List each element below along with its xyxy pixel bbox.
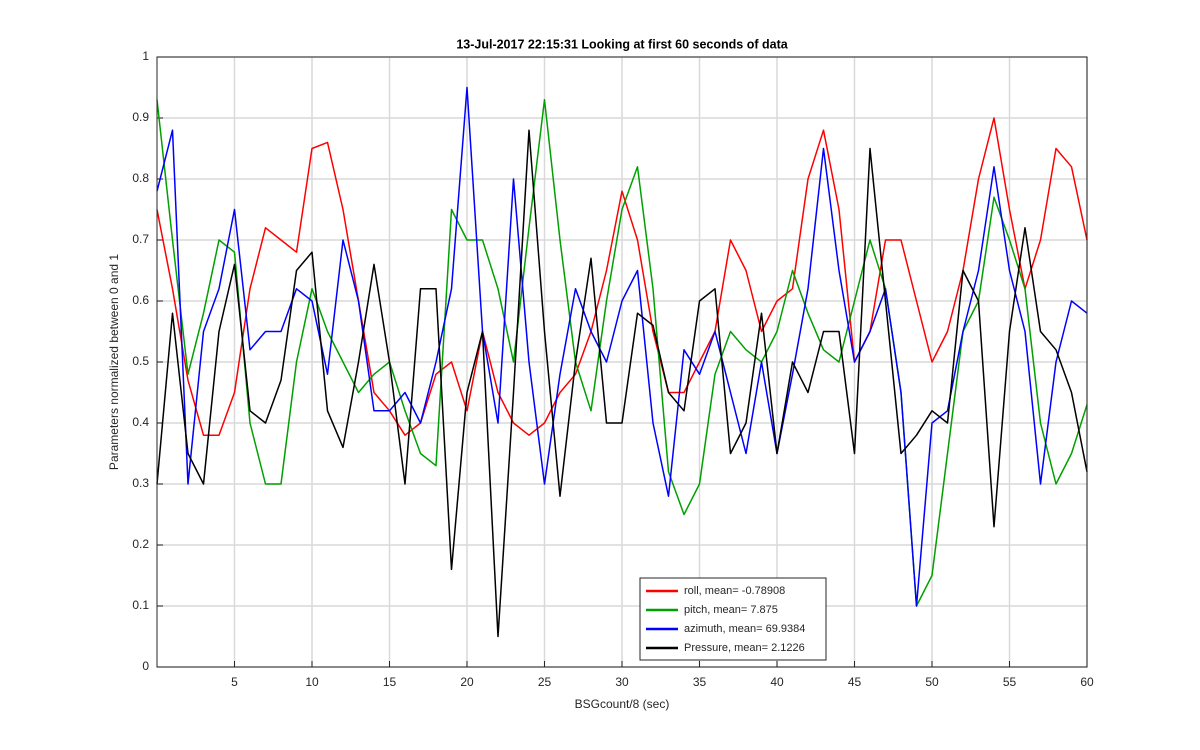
y-axis-label: Parameters normalized between 0 and 1 bbox=[107, 254, 121, 470]
x-tick-label: 20 bbox=[460, 675, 474, 689]
y-tick-label: 0.7 bbox=[132, 232, 149, 246]
y-tick-label: 0.5 bbox=[132, 354, 149, 368]
legend-label: azimuth, mean= 69.9384 bbox=[684, 623, 805, 635]
x-tick-label: 15 bbox=[383, 675, 397, 689]
x-tick-label: 40 bbox=[770, 675, 784, 689]
x-tick-label: 55 bbox=[1003, 675, 1017, 689]
chart-title: 13-Jul-2017 22:15:31 Looking at first 60… bbox=[456, 37, 788, 51]
series-line bbox=[156, 129, 1088, 638]
x-tick-label: 35 bbox=[693, 675, 707, 689]
x-tick-label: 10 bbox=[305, 675, 319, 689]
y-tick-label: 0.4 bbox=[132, 415, 149, 429]
y-tick-label: 0.8 bbox=[132, 171, 149, 185]
legend-label: Pressure, mean= 2.1226 bbox=[684, 642, 805, 654]
x-tick-label: 45 bbox=[848, 675, 862, 689]
x-tick-label: 60 bbox=[1080, 675, 1094, 689]
x-tick-label: 5 bbox=[231, 675, 238, 689]
axes-box bbox=[156, 56, 1088, 668]
legend-label: pitch, mean= 7.875 bbox=[684, 604, 778, 616]
legend-label: roll, mean= -0.78908 bbox=[684, 585, 785, 597]
y-tick-label: 0.1 bbox=[132, 598, 149, 612]
y-tick-label: 0.3 bbox=[132, 476, 149, 490]
series-line bbox=[156, 117, 1088, 436]
y-tick-label: 0.2 bbox=[132, 537, 149, 551]
x-tick-label: 25 bbox=[538, 675, 552, 689]
x-tick-label: 30 bbox=[615, 675, 629, 689]
y-tick-label: 0.6 bbox=[132, 293, 149, 307]
y-tick-label: 0 bbox=[142, 659, 149, 673]
x-axis-label: BSGcount/8 (sec) bbox=[575, 697, 670, 711]
y-tick-label: 1 bbox=[142, 49, 149, 63]
y-tick-label: 0.9 bbox=[132, 110, 149, 124]
series-line bbox=[156, 98, 1088, 607]
series-line bbox=[156, 86, 1088, 607]
x-tick-label: 50 bbox=[925, 675, 939, 689]
